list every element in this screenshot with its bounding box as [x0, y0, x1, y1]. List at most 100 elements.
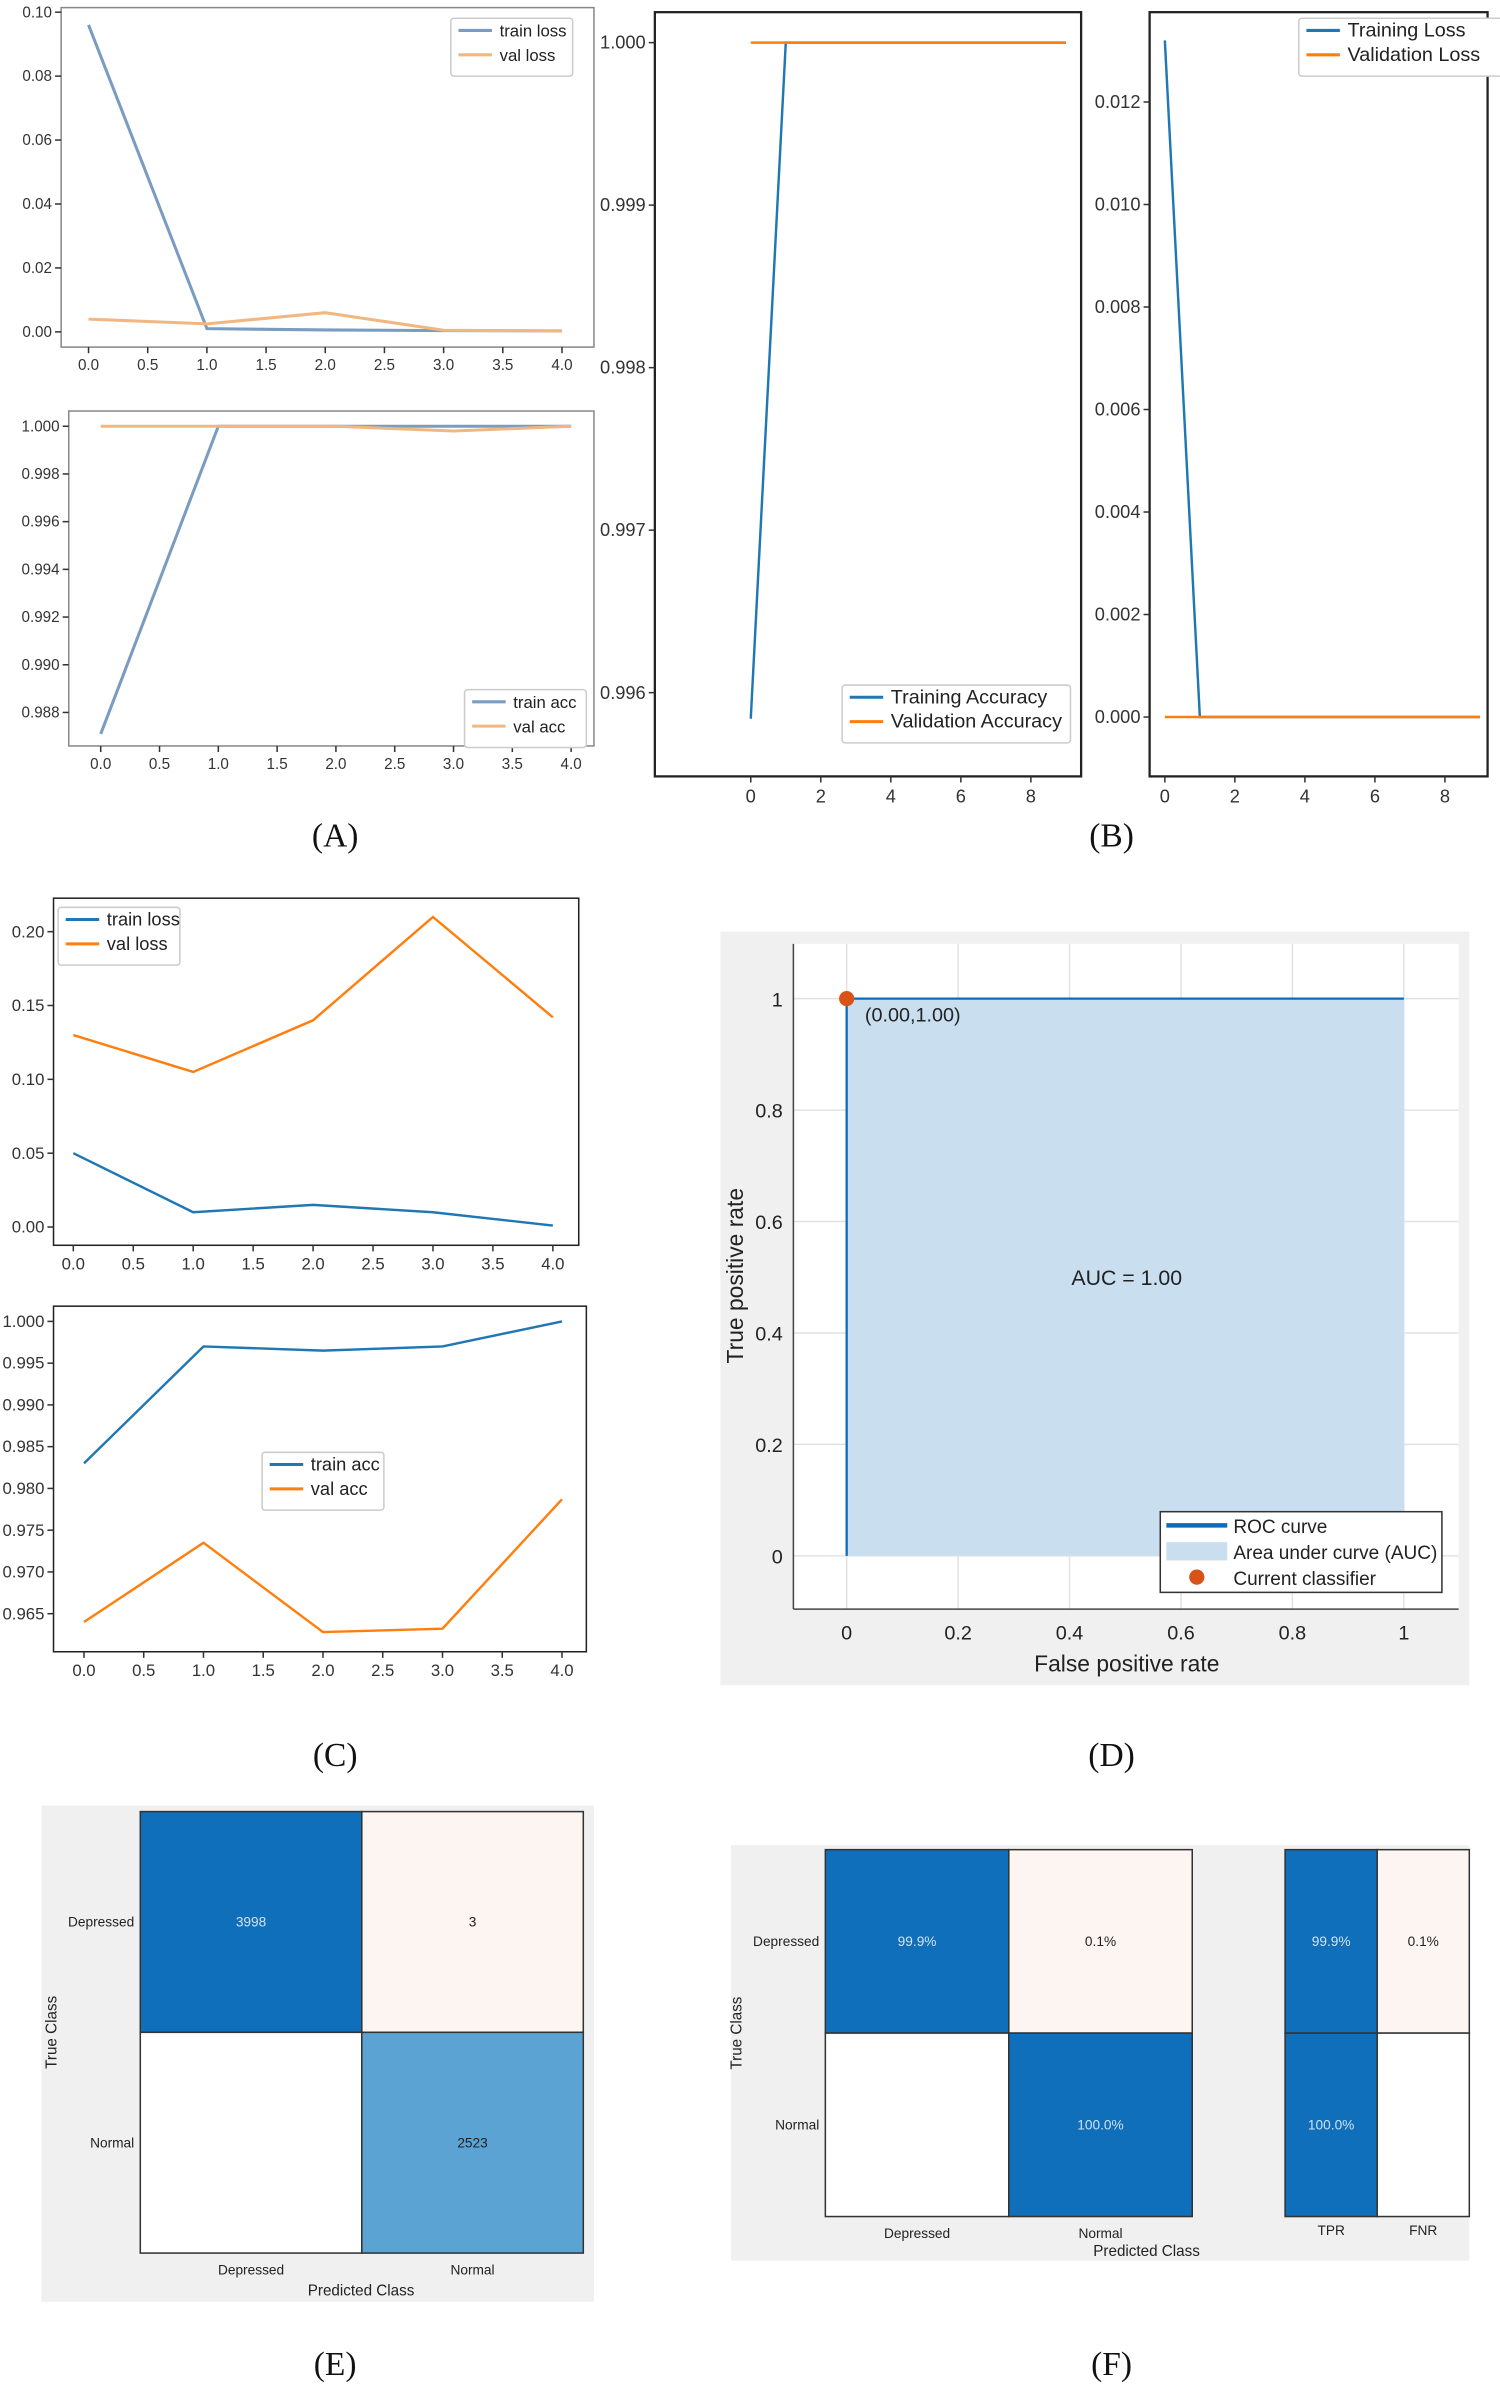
y-axis-label: True Class [729, 1996, 746, 2069]
x-tick-label: 4.0 [561, 756, 582, 773]
chart-A-loss: 0.0 0.5 1.0 1.5 2.0 2.5 3.0 3.5 4.0 0.00 0.02 0.04 0… [22, 4, 595, 374]
legend: Training Accuracy Validation Accuracy [841, 684, 1072, 744]
legend-box [261, 1451, 385, 1511]
legend-label: val acc [311, 1478, 368, 1499]
y-axis-label: True Class [44, 1995, 61, 2068]
y-tick-label: 0.6 [755, 1212, 783, 1234]
y-tick-label: 0.999 [600, 194, 646, 215]
y-tick-label: 0.980 [3, 1479, 45, 1498]
y-tick-label: 0.970 [3, 1563, 45, 1582]
legend-box [841, 684, 1072, 744]
summary-value: 99.9% [1312, 1934, 1351, 1949]
y-tick-label: 0.00 [12, 1218, 45, 1237]
x-tick-label: 3.0 [433, 357, 454, 374]
x-tick-label: 3.0 [421, 1255, 444, 1274]
caption-f: (F) [1091, 2346, 1132, 2383]
matrix-cell [824, 2032, 1010, 2218]
x-tick-label: 0.5 [137, 357, 158, 374]
y-tick-label: 0.06 [22, 132, 52, 149]
y-tick-label: 0.995 [3, 1354, 45, 1373]
legend: train acc val acc [463, 688, 588, 749]
legend-label: train acc [513, 693, 576, 712]
caption-d: (D) [1088, 1737, 1134, 1774]
x-tick-label: 4 [886, 785, 896, 806]
y-tick-label: 0.012 [1095, 91, 1141, 112]
x-tick-label: 3.0 [431, 1661, 454, 1680]
x-tick-label: 0.6 [1167, 1623, 1195, 1645]
matrix-cell [139, 1810, 363, 2034]
summary-cell [1284, 1848, 1378, 2034]
legend-label: val loss [107, 933, 168, 954]
y-tick-label: 0.006 [1095, 399, 1141, 420]
caption-e: (E) [314, 2346, 357, 2383]
matrix-cell [361, 1810, 585, 2034]
x-tick-label: 0.0 [72, 1661, 95, 1680]
summary-cell [1376, 2032, 1471, 2218]
legend-box [463, 688, 588, 749]
y-tick-label: 0.002 [1095, 604, 1141, 625]
x-tick-label: 0.5 [132, 1661, 155, 1680]
y-tick-label: 0.8 [755, 1101, 783, 1123]
x-tick-label: 4.0 [550, 1661, 573, 1680]
auc-area [846, 998, 1404, 1556]
legend-label: Validation Loss [1348, 44, 1481, 66]
y-tick-label: 0.996 [22, 514, 60, 531]
x-tick-label: 2.5 [361, 1255, 384, 1274]
cell-value: 3 [469, 1915, 477, 1930]
caption-a: (A) [312, 817, 358, 854]
y-tick-label: 0.05 [12, 1144, 45, 1163]
x-tick-label: 2.5 [371, 1661, 394, 1680]
summary-col-label: FNR [1409, 2223, 1437, 2238]
legend-label: Validation Accuracy [891, 711, 1062, 733]
summary-cell [1376, 1848, 1471, 2034]
x-axis-label: False positive rate [1034, 1651, 1219, 1677]
y-tick-label: 0.994 [22, 561, 61, 578]
x-tick-label: 1.5 [252, 1661, 275, 1680]
y-tick-label: 0.988 [22, 705, 60, 722]
cell-value: 100.0% [1077, 2117, 1123, 2132]
y-tick-label: 0.02 [22, 260, 52, 277]
auc-annotation: AUC = 1.00 [1071, 1266, 1182, 1290]
legend-label: val loss [500, 46, 556, 65]
x-tick-label: 0 [1160, 785, 1170, 806]
y-tick-label: 0.965 [3, 1604, 45, 1623]
series-line-train-loss [72, 1152, 553, 1227]
y-tick-label: 0.997 [600, 519, 646, 540]
x-tick-label: 1.5 [242, 1255, 265, 1274]
chart-C-loss: 0.0 0.5 1.0 1.5 2.0 2.5 3.0 3.5 4.0 0.00 0.05 0.10 0… [12, 897, 580, 1274]
summary-cell [1284, 2032, 1378, 2218]
legend: train acc val acc [261, 1451, 385, 1511]
y-tick-label: 1.000 [22, 418, 60, 435]
y-tick-label: 0.985 [3, 1437, 45, 1456]
y-tick-label: 1.000 [600, 32, 646, 53]
legend-label: Training Accuracy [891, 686, 1048, 708]
cell-value: 99.9% [898, 1934, 937, 1949]
chart-B-acc: 0 2 4 6 8 0.996 0.997 0.998 0.999 1.000 Training A… [600, 11, 1083, 806]
x-tick-label: 2.0 [315, 357, 336, 374]
y-tick-label: 0 [772, 1546, 783, 1568]
summary-value: 100.0% [1308, 2117, 1354, 2132]
chart-C-acc: 0.0 0.5 1.0 1.5 2.0 2.5 3.0 3.5 4.0 0.965 0.970 0.9… [3, 1305, 588, 1680]
x-tick-label: 0.0 [62, 1255, 85, 1274]
summary-value: 0.1% [1408, 1934, 1439, 1949]
series-line-val-loss [72, 915, 554, 1074]
matrix-cell [1008, 1848, 1194, 2034]
x-tick-label: 3.5 [492, 357, 513, 374]
x-tick-label: 2.5 [374, 357, 395, 374]
x-tick-label: 1.0 [208, 756, 229, 773]
x-tick-label: 4 [1300, 785, 1310, 806]
col-label: Depressed [884, 2226, 950, 2241]
row-label: Depressed [753, 1934, 819, 1949]
matrix-cell [1008, 2032, 1194, 2218]
x-tick-label: 2.5 [384, 756, 405, 773]
y-axis-label: True positive rate [722, 1188, 748, 1364]
x-tick-label: 3.5 [491, 1661, 514, 1680]
chart-A-acc: 0.0 0.5 1.0 1.5 2.0 2.5 3.0 3.5 4.0 0.988 0.990 0.9… [22, 410, 595, 773]
legend-label: Area under curve (AUC) [1233, 1543, 1437, 1564]
legend-swatch [1166, 1542, 1228, 1561]
x-axis-label: Predicted Class [308, 2283, 415, 2300]
x-tick-label: 0.4 [1056, 1623, 1084, 1645]
y-tick-label: 0.00 [22, 324, 52, 341]
chart-roc: 0 0.2 0.4 0.6 0.8 1 0 0.2 0.4 0.6 0.8 1 (0.00,1.00) A… [720, 931, 1470, 1686]
plot-frame [1148, 11, 1489, 778]
